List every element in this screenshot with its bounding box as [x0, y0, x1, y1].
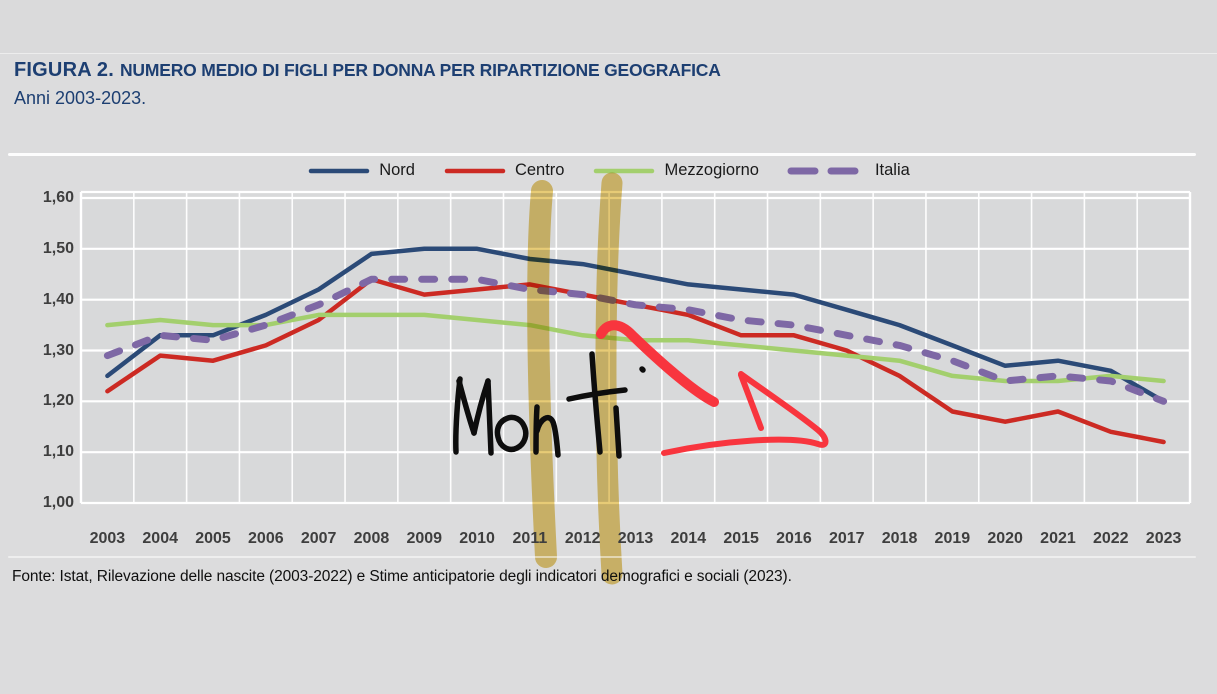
y-axis-label: 1,00	[42, 494, 74, 511]
highlighter-stroke	[595, 172, 623, 585]
highlighter-stroke	[527, 180, 557, 568]
y-axis-label: 1,60	[42, 189, 74, 206]
x-axis-label: 2018	[881, 530, 918, 547]
figure-title-text: NUMERO MEDIO DI FIGLI PER DONNA PER RIPA…	[119, 60, 721, 80]
red-marker-arrow-annotation	[596, 320, 719, 407]
legend-label: Centro	[514, 161, 565, 179]
x-axis-label: 2023	[1145, 530, 1182, 547]
handwritten-text-annotation	[485, 378, 494, 456]
x-axis-label: 2010	[459, 530, 495, 547]
handwritten-text-annotation	[494, 414, 529, 453]
series-line-nord	[105, 246, 1166, 404]
x-axis-label: 2003	[89, 530, 126, 547]
top-band	[0, 0, 1217, 54]
x-axis-label: 2022	[1092, 530, 1129, 547]
handwritten-text-annotation	[566, 387, 628, 402]
x-axis-label: 2016	[776, 530, 812, 547]
legend-label: Nord	[379, 161, 415, 179]
handwritten-text-annotation	[534, 414, 561, 458]
x-axis-label: 2015	[723, 530, 759, 547]
x-axis-label: 2014	[670, 530, 707, 547]
title-separator-line	[8, 153, 1196, 156]
handwritten-text-annotation	[589, 351, 603, 455]
handwritten-text-annotation	[613, 405, 622, 459]
x-axis-label: 2007	[300, 530, 337, 547]
y-axis-label: 1,30	[42, 341, 74, 359]
x-axis-label: 2011	[512, 530, 548, 547]
legend-swatch-icon	[594, 168, 655, 173]
y-axis-label: 1,10	[42, 443, 74, 461]
x-axis-label: 2013	[617, 530, 654, 547]
chart-legend: Nord Centro Mezzogiorno Italia	[0, 161, 1217, 180]
legend-label: Italia	[874, 161, 910, 179]
x-axis-label: 2008	[353, 530, 390, 547]
legend-item-italia: Italia	[787, 161, 910, 180]
y-axis-label: 1,40	[42, 290, 74, 308]
legend-item-nord: Nord	[307, 161, 415, 180]
y-axis-label: 1,20	[42, 392, 74, 410]
legend-swatch-icon	[787, 167, 867, 174]
chart-plot-area	[81, 192, 1190, 503]
x-axis-label: 2020	[987, 530, 1023, 547]
y-axis-label: 1,50	[42, 239, 74, 257]
figure-label: FIGURA 2.	[14, 59, 114, 81]
x-axis-label: 2012	[564, 530, 601, 547]
x-axis-label: 2021	[1040, 530, 1076, 547]
legend-item-mezzogiorno: Mezzogiorno	[592, 161, 759, 180]
legend-label: Mezzogiorno	[664, 161, 759, 179]
chart-bottom-separator-line	[8, 556, 1196, 558]
figure-subtitle: Anni 2003-2023.	[14, 88, 147, 108]
x-axis-label: 2009	[406, 530, 443, 547]
x-axis-label: 2017	[828, 530, 865, 547]
figure-title: FIGURA 2. NUMERO MEDIO DI FIGLI PER DONNA…	[14, 59, 721, 82]
x-axis-label: 2005	[195, 530, 231, 547]
red-marker-arrow-annotation	[738, 372, 764, 431]
series-line-italia	[103, 275, 1168, 405]
legend-item-centro: Centro	[443, 161, 565, 180]
x-axis-label: 2019	[934, 530, 971, 547]
handwritten-text-annotation	[639, 366, 646, 373]
source-note: Fonte: Istat, Rilevazione delle nascite …	[12, 568, 792, 585]
x-axis-label: 2004	[142, 530, 178, 547]
legend-swatch-icon	[444, 168, 506, 173]
red-marker-arrow-annotation	[661, 371, 829, 456]
x-axis-label: 2006	[248, 530, 284, 547]
legend-swatch-icon	[308, 168, 370, 173]
